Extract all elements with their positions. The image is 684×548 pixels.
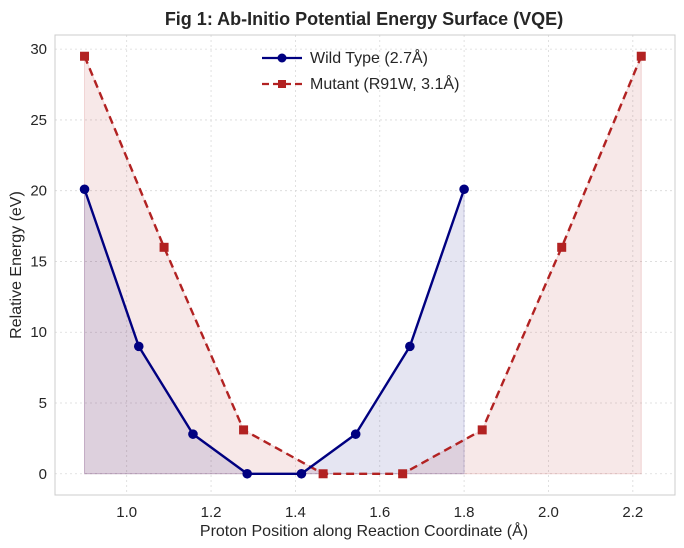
legend-label-wild-type: Wild Type (2.7Å) [310, 48, 428, 67]
grid-layer [55, 35, 675, 495]
y-tick-label: 10 [30, 324, 47, 341]
y-tick-label: 20 [30, 183, 47, 200]
plot-frame [54, 34, 676, 496]
y-tick-label: 5 [39, 395, 47, 412]
chart-title: Fig 1: Ab-Initio Potential Energy Surfac… [165, 9, 563, 29]
data-point-mutant [239, 425, 249, 435]
data-point-mutant [557, 242, 567, 252]
data-point-wild-type [350, 429, 361, 439]
x-tick-label: 1.4 [285, 504, 306, 521]
data-point-wild-type [79, 184, 90, 195]
y-tick-label: 0 [39, 466, 47, 483]
x-tick-label: 2.2 [622, 504, 643, 521]
line-layer [83, 55, 643, 475]
data-point-wild-type [459, 184, 469, 195]
x-axis-label: Proton Position along Reaction Coordinat… [200, 521, 528, 540]
data-point-mutant [80, 51, 90, 61]
tick-layer: 1.0 1.2 1.4 1.6 1.8 2.0 2.2 0 5 10 15 20 25 30 [30, 41, 643, 521]
data-point-mutant [318, 469, 328, 479]
legend-marker-mutant [278, 80, 286, 88]
data-point-wild-type [133, 341, 144, 352]
data-point-mutant [398, 469, 408, 479]
data-point-mutant [636, 51, 646, 61]
y-tick-label: 15 [30, 253, 47, 270]
legend-marker-wild-type [277, 53, 287, 63]
fill-layer [84, 56, 642, 475]
x-tick-label: 1.0 [116, 504, 137, 521]
data-point-wild-type [296, 468, 307, 479]
data-point-mutant [159, 242, 169, 252]
data-point-mutant [477, 425, 487, 435]
y-tick-label: 30 [30, 41, 47, 58]
x-tick-label: 2.0 [538, 504, 559, 521]
y-axis-label: Relative Energy (eV) [8, 191, 25, 339]
data-point-wild-type [405, 341, 415, 352]
x-tick-label: 1.6 [369, 504, 390, 521]
legend-label-mutant: Mutant (R91W, 3.1Å) [310, 74, 459, 93]
y-tick-label: 25 [30, 112, 47, 129]
x-tick-label: 1.8 [454, 504, 475, 521]
legend: Wild Type (2.7Å) Mutant (R91W, 3.1Å) [262, 48, 459, 93]
series-line-mutant [83, 55, 643, 475]
x-tick-label: 1.2 [201, 504, 222, 521]
data-point-wild-type [188, 429, 198, 439]
series-line-wild-type [83, 188, 466, 475]
data-point-wild-type [242, 468, 252, 479]
marker-layer [79, 51, 646, 479]
